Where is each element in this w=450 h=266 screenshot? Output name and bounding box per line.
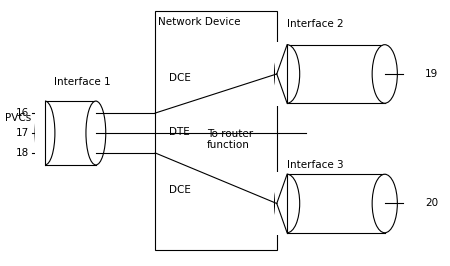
Text: Interface 3: Interface 3 [287,160,344,170]
Bar [287,174,385,233]
Text: 17: 17 [16,128,29,138]
Text: 16: 16 [16,108,29,118]
Bar [45,101,96,165]
Text: DTE: DTE [169,127,189,138]
Bar [287,45,385,103]
Text: DCE: DCE [169,73,191,84]
Text: 18: 18 [16,148,29,158]
Text: 19: 19 [425,69,438,79]
Ellipse shape [274,174,300,233]
Text: Network Device: Network Device [158,17,241,27]
Bar [35,98,45,168]
Text: PVCs: PVCs [5,113,32,123]
Text: 20: 20 [425,198,438,209]
Text: To router
function: To router function [207,129,253,151]
Bar [155,11,277,250]
Ellipse shape [86,101,106,165]
Ellipse shape [274,45,300,103]
Text: Interface 1: Interface 1 [54,77,111,88]
Bar [274,42,287,106]
Ellipse shape [372,45,397,103]
Ellipse shape [35,101,55,165]
Bar [274,172,287,235]
Ellipse shape [372,174,397,233]
Text: DCE: DCE [169,185,191,195]
Text: Interface 2: Interface 2 [287,19,344,29]
